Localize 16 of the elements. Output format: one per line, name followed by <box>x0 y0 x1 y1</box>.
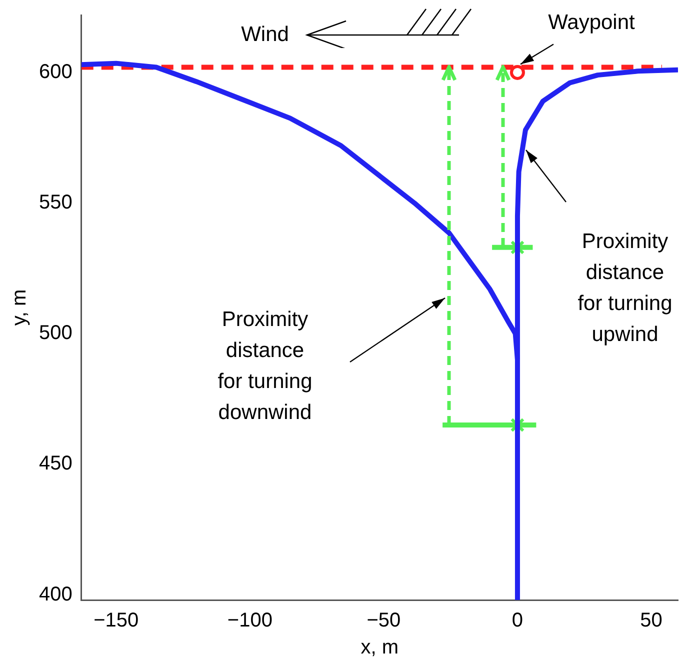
y-tick-label: 600 <box>38 60 72 83</box>
y-tick-label: 500 <box>38 322 72 344</box>
annotation: Waypoint <box>548 11 636 34</box>
x-tick-label: −150 <box>94 610 139 632</box>
annotation: Proximity distance for turning upwind <box>578 230 672 346</box>
y-axis-title: y, m <box>8 289 31 326</box>
x-tick-label: −100 <box>227 610 272 632</box>
y-tick-label: 400 <box>38 583 72 606</box>
x-tick-label: −50 <box>366 610 401 632</box>
x-tick-label: 50 <box>640 610 662 632</box>
y-tick-label: 450 <box>38 452 72 475</box>
annotation: Wind <box>241 22 289 46</box>
annotation: Proximity distance for turning downwind <box>218 308 312 424</box>
y-tick-label: 550 <box>38 192 72 214</box>
x-axis-title: x, m <box>360 636 399 659</box>
x-tick-label: 0 <box>512 610 524 632</box>
